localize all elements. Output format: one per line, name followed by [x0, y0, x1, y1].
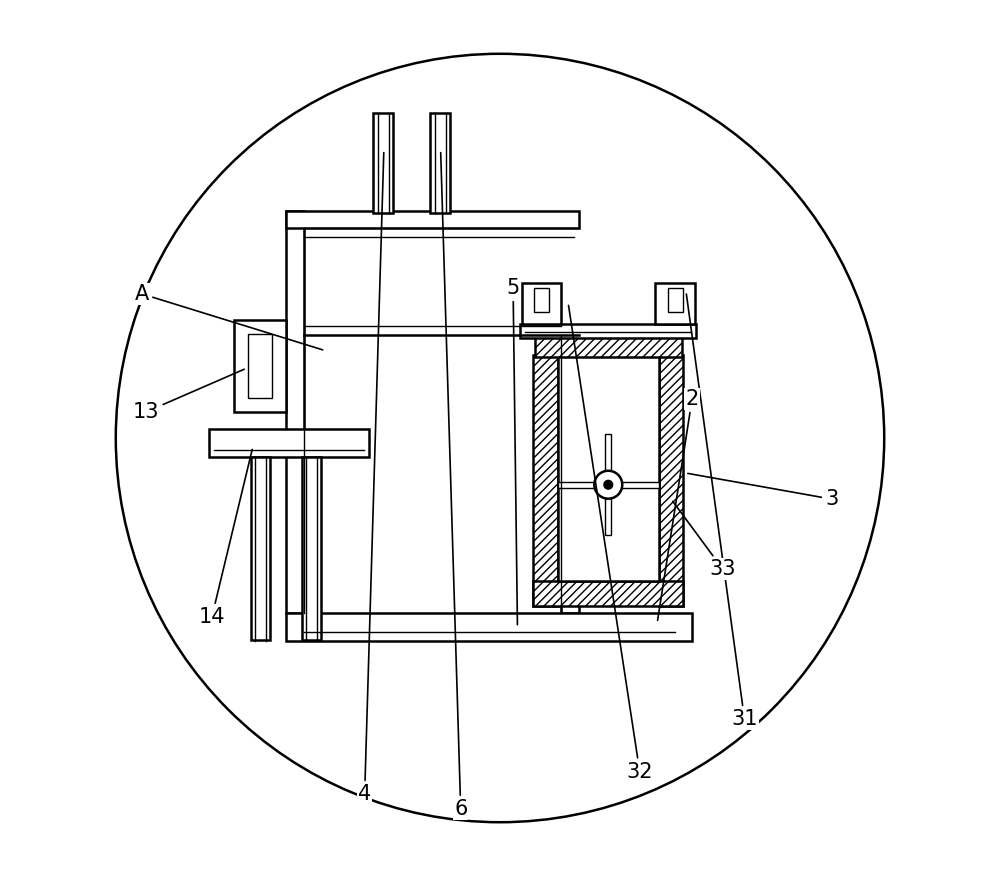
- Text: 4: 4: [358, 152, 384, 804]
- Bar: [535, 336, 682, 357]
- Text: 13: 13: [133, 370, 244, 422]
- Bar: [533, 581, 683, 605]
- Text: 3: 3: [688, 473, 838, 509]
- Bar: [286, 612, 692, 640]
- Bar: [533, 355, 558, 605]
- Bar: [668, 288, 683, 312]
- Bar: [373, 113, 393, 213]
- Bar: [534, 288, 549, 312]
- Bar: [561, 335, 579, 612]
- Bar: [605, 434, 611, 535]
- Bar: [520, 324, 696, 338]
- Circle shape: [594, 470, 622, 498]
- Bar: [522, 283, 561, 324]
- Bar: [655, 283, 695, 324]
- Bar: [302, 457, 321, 639]
- Bar: [248, 334, 272, 398]
- Text: 31: 31: [686, 294, 758, 729]
- Bar: [558, 482, 659, 488]
- Bar: [430, 113, 450, 213]
- Bar: [234, 320, 286, 412]
- Text: 14: 14: [199, 449, 252, 627]
- Bar: [659, 355, 683, 605]
- Bar: [558, 355, 659, 581]
- Text: 2: 2: [658, 389, 699, 620]
- Bar: [251, 457, 270, 639]
- Text: 33: 33: [673, 501, 736, 579]
- Text: 6: 6: [441, 152, 467, 819]
- Bar: [209, 429, 369, 457]
- Bar: [286, 211, 579, 229]
- Text: 32: 32: [569, 306, 653, 781]
- Text: 5: 5: [506, 278, 520, 625]
- Circle shape: [604, 480, 613, 489]
- Bar: [286, 211, 304, 612]
- Text: A: A: [135, 284, 323, 350]
